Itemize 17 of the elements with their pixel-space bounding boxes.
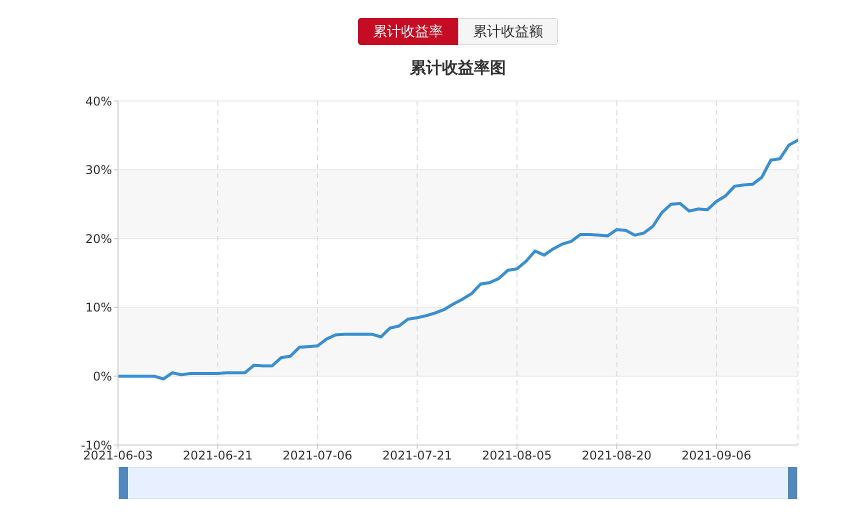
y-tick-label: 10%: [85, 300, 112, 315]
x-tick-label: 2021-06-21: [182, 448, 253, 463]
x-tick-label: 2021-07-21: [382, 448, 452, 463]
range-slider[interactable]: [118, 467, 798, 499]
line-series: [118, 138, 798, 380]
tab-button[interactable]: 累计收益率: [358, 18, 458, 45]
x-tick-label: 2021-08-20: [582, 448, 652, 463]
y-tick-label: 30%: [85, 163, 112, 178]
x-tick-label: 2021-09-06: [682, 448, 752, 463]
y-tick-label: 0%: [92, 369, 112, 384]
x-tick-label: 2021-06-03: [83, 448, 153, 463]
y-tick-label: 40%: [85, 94, 112, 108]
tab-button[interactable]: 累计收益额: [458, 18, 558, 45]
chart-title: 累计收益率图: [410, 58, 506, 79]
y-tick-label: 20%: [85, 232, 112, 246]
x-tick-label: 2021-08-05: [482, 448, 552, 463]
x-tick-label: 2021-07-06: [282, 448, 352, 463]
